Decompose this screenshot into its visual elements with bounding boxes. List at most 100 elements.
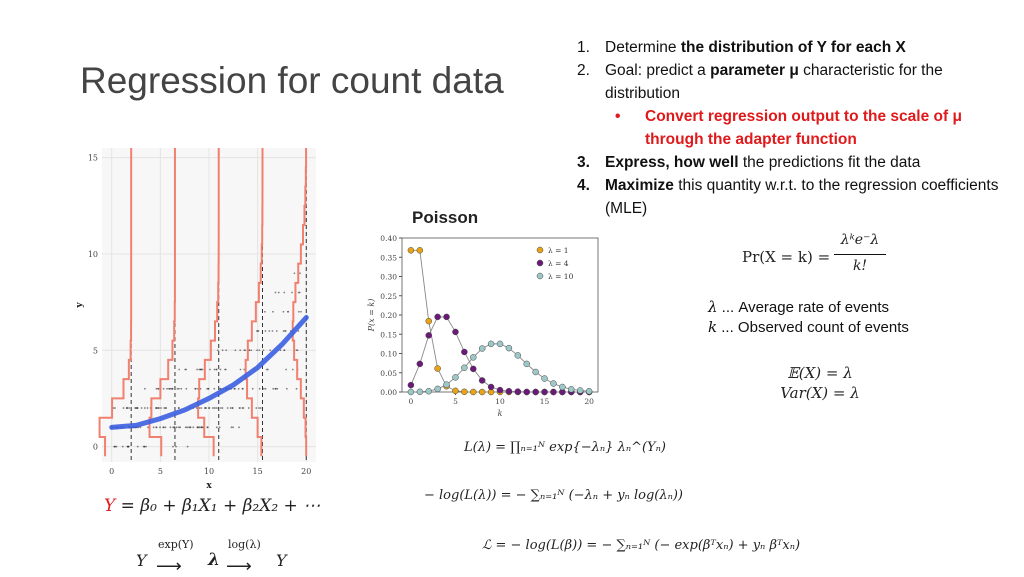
pmf-denominator: k! (852, 258, 868, 274)
list-item: 4. Maximize this quantity w.r.t. to the … (575, 174, 1015, 220)
x-axis-label: k (498, 409, 503, 418)
series-point (416, 247, 424, 254)
link-y-right: Y (276, 551, 287, 570)
data-point (215, 407, 218, 409)
neg-log-likelihood-eq: − log(L(λ)) = − ∑ₙ₌₁ᴺ (−λₙ + yₙ log(λₙ)) (424, 488, 683, 503)
legend-marker (536, 246, 544, 254)
data-point (237, 387, 240, 390)
data-point (113, 445, 116, 448)
data-point (238, 426, 240, 429)
series-point (434, 385, 441, 393)
list-text: Goal: predict a (605, 62, 711, 79)
data-point (180, 387, 183, 390)
data-point (168, 387, 170, 390)
pmf-numerator: λᵏe⁻λ (840, 232, 880, 248)
list-text: characteristic for the distribution (605, 62, 943, 102)
data-point (114, 407, 116, 409)
y-tick-label: 0 (93, 443, 98, 452)
data-point (239, 407, 241, 409)
data-point (184, 368, 187, 371)
y-tick-label: 0.30 (380, 273, 397, 282)
x-axis-label: x (206, 481, 212, 490)
fraction-bar (834, 254, 886, 255)
data-point (185, 387, 188, 390)
data-point (209, 368, 211, 371)
data-point (189, 426, 192, 429)
data-point (243, 368, 246, 371)
x-tick-label: 15 (253, 467, 263, 476)
data-point (159, 426, 161, 429)
series-point (478, 377, 486, 384)
series-point (532, 388, 539, 396)
x-tick-label: 10 (204, 467, 214, 476)
data-point (207, 387, 210, 390)
likelihood-eq: L(λ) = ∏ₙ₌₁ᴺ exp{−λₙ} λₙ^(Yₙ) (464, 440, 666, 455)
series-point (452, 328, 459, 336)
list-number: 3. (577, 154, 590, 171)
data-point (221, 349, 224, 352)
series-point (532, 368, 539, 376)
list-bold: the distribution of Y for each X (680, 39, 906, 56)
y-tick-label: 0.00 (380, 388, 397, 397)
data-point (232, 426, 235, 429)
data-point (143, 407, 146, 409)
data-point (271, 330, 274, 332)
data-point (145, 445, 147, 448)
data-point (216, 349, 219, 352)
data-point (263, 310, 266, 313)
data-point (211, 407, 214, 409)
series-point (550, 388, 557, 396)
data-point (255, 407, 258, 409)
series-point (407, 381, 415, 389)
data-point (155, 387, 158, 390)
data-point (171, 387, 174, 390)
data-point (208, 407, 211, 409)
data-point (242, 407, 245, 409)
poisson-heading: Poisson (412, 208, 479, 227)
series-point (407, 247, 415, 254)
data-point (291, 368, 294, 371)
steps-list: 1. Determine the distribution of Y for e… (575, 36, 1015, 220)
k-symbol: k (708, 318, 718, 336)
y-axis-label: y (75, 302, 85, 309)
definition-text: ... Observed count of events (717, 319, 909, 336)
data-point (188, 426, 190, 429)
data-point (157, 407, 160, 409)
data-point (184, 426, 187, 429)
legend-marker (536, 259, 544, 267)
data-point (285, 387, 288, 390)
y-tick-label: 10 (88, 250, 98, 259)
list-item: 1. Determine the distribution of Y for e… (575, 36, 1015, 59)
series-point (576, 387, 584, 394)
data-point (247, 407, 250, 409)
count-regression-chart: 0 5 10 15 20 0 5 10 15 x y (75, 148, 316, 490)
data-point (200, 368, 203, 371)
data-point (177, 426, 180, 429)
variance-formula: Var(X) = λ (780, 384, 860, 402)
data-point (258, 407, 260, 409)
data-point (178, 387, 180, 390)
data-point (204, 407, 207, 409)
list-subitem: • Convert regression output to the scale… (575, 105, 1015, 151)
data-point (250, 349, 253, 352)
k-definition: k ... Observed count of events (708, 318, 909, 336)
data-point (213, 407, 216, 409)
legend-marker (536, 272, 544, 280)
list-text: the predictions fit the data (738, 154, 921, 171)
data-point (126, 445, 129, 448)
data-point (218, 426, 221, 429)
data-point (274, 291, 277, 294)
data-point (176, 387, 179, 390)
list-number: 1. (577, 39, 590, 56)
series-point (425, 317, 432, 325)
x-tick-label: 15 (540, 397, 550, 406)
data-point (259, 407, 262, 409)
data-point (285, 368, 287, 371)
poisson-histogram-0 (98, 148, 133, 457)
series-point (425, 332, 432, 339)
link-lambda: λ (208, 550, 220, 570)
series-point (523, 388, 530, 396)
series-point (585, 387, 593, 395)
list-text: Determine (605, 39, 681, 56)
regression-rhs: = β₀ + β₁X₁ + β₂X₂ + ⋯ (115, 496, 321, 516)
